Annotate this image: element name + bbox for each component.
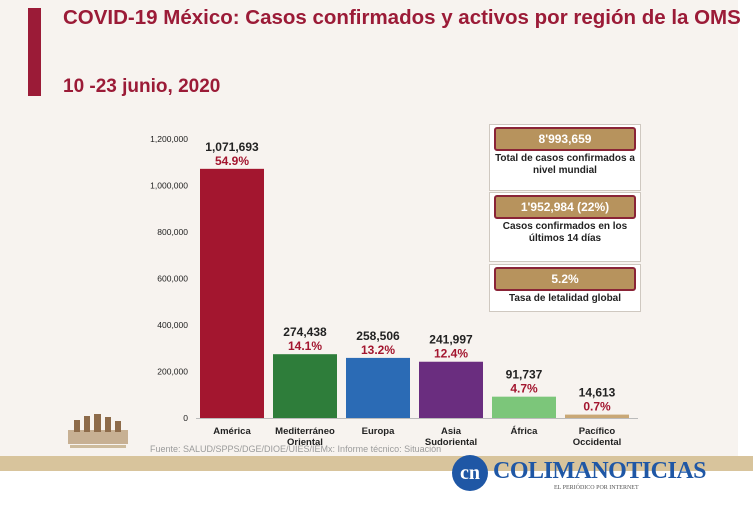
stat-value-recent-cases: 1'952,984 (22%) <box>494 195 636 219</box>
x-tick-label: Asia <box>441 426 462 437</box>
data-label-value: 14,613 <box>579 386 616 400</box>
stat-label-fatality-rate: Tasa de letalidad global <box>508 293 622 304</box>
data-label-value: 91,737 <box>506 368 543 382</box>
data-label-percent: 54.9% <box>215 154 249 168</box>
stat-card-total-cases: 8'993,659 Total de casos confirmados a n… <box>489 124 641 191</box>
title-accent-bar <box>28 8 41 96</box>
x-tick-label: América <box>213 426 251 437</box>
data-label-value: 258,506 <box>356 329 400 343</box>
brand-watermark: cn COLIMANOTICIAS EL PERIÓDICO POR INTER… <box>452 455 710 495</box>
data-label-percent: 4.7% <box>510 382 538 396</box>
data-label-percent: 12.4% <box>434 347 468 361</box>
x-tick-label: Sudoriental <box>425 437 477 448</box>
source-note: Fuente: SALUD/SPPS/DGE/DIOE/UIES/IEMx: I… <box>150 444 442 454</box>
bar <box>419 361 483 418</box>
y-tick-label: 800,000 <box>157 227 188 237</box>
brand-name: COLIMANOTICIAS <box>493 458 707 484</box>
date-range: 10 -23 junio, 2020 <box>63 76 221 97</box>
x-tick-label: África <box>511 426 539 437</box>
stat-label-total-cases: Total de casos confirmados a nivel mundi… <box>495 153 635 176</box>
data-label-percent: 14.1% <box>288 339 322 353</box>
x-tick-label: Europa <box>362 426 395 437</box>
data-label-value: 241,997 <box>429 333 473 347</box>
stat-value-fatality-rate: 5.2% <box>494 267 636 291</box>
stat-card-recent-cases: 1'952,984 (22%) Casos confirmados en los… <box>489 192 641 262</box>
data-label-value: 1,071,693 <box>205 140 259 154</box>
y-tick-label: 0 <box>183 413 188 423</box>
data-label-percent: 0.7% <box>583 400 611 414</box>
y-tick-label: 400,000 <box>157 320 188 330</box>
footer-bar <box>0 456 753 471</box>
brand-logo-icon: cn <box>452 455 488 491</box>
data-label-value: 274,438 <box>283 325 327 339</box>
page-title: COVID-19 México: Casos confirmados y act… <box>63 6 741 29</box>
y-tick-label: 1,200,000 <box>150 134 188 144</box>
bar <box>200 168 264 418</box>
stat-card-fatality-rate: 5.2% Tasa de letalidad global <box>489 264 641 312</box>
y-tick-label: 600,000 <box>157 274 188 284</box>
y-tick-label: 200,000 <box>157 367 188 377</box>
x-tick-label: Oriental <box>287 437 323 448</box>
bar <box>565 414 629 418</box>
bar <box>273 354 337 418</box>
y-tick-label: 1,000,000 <box>150 181 188 191</box>
stat-label-recent-cases: Casos confirmados en los últimos 14 días <box>502 221 628 244</box>
x-tick-label: Mediterráneo <box>275 426 335 437</box>
bar <box>492 396 556 418</box>
brand-tagline: EL PERIÓDICO POR INTERNET <box>554 485 639 491</box>
bar <box>346 357 410 418</box>
stat-value-total-cases: 8'993,659 <box>494 127 636 151</box>
data-label-percent: 13.2% <box>361 343 395 357</box>
government-crest-icon <box>68 414 128 448</box>
x-tick-label: Occidental <box>573 437 622 448</box>
x-tick-label: Pacífico <box>579 426 616 437</box>
